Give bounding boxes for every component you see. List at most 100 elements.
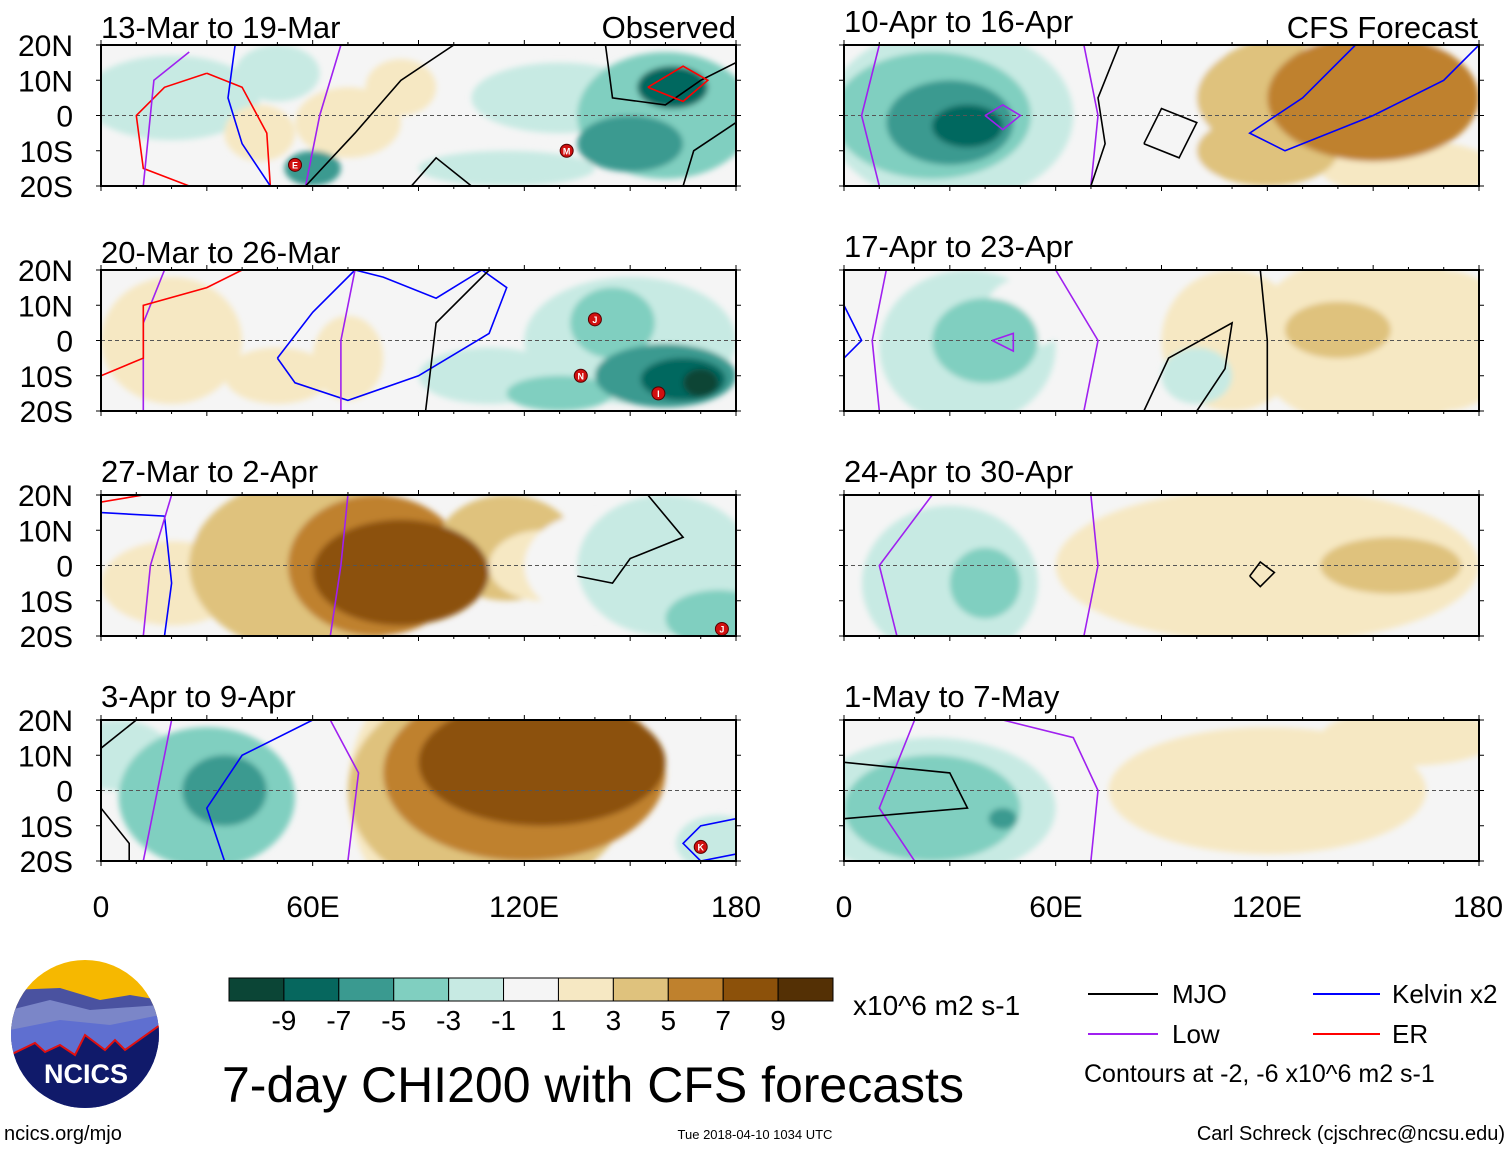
lat-label: 20N (18, 705, 73, 738)
mjo-contour (101, 807, 130, 861)
lat-label: 20N (18, 30, 73, 63)
cyclone-label: E (292, 160, 298, 170)
low-contour (329, 495, 349, 636)
er-contour (101, 270, 243, 377)
anomaly-region (365, 59, 437, 116)
anomaly-region (235, 45, 320, 102)
low-contour (1083, 495, 1099, 636)
colorbar-tick-label: -9 (271, 1005, 296, 1036)
anomaly-region (312, 519, 490, 626)
footer-url[interactable]: ncics.org/mjo (4, 1123, 122, 1145)
lat-label: 20N (18, 255, 73, 288)
low-contour (329, 720, 360, 861)
mjo-contour (1259, 270, 1269, 411)
panel-title: 27-Mar to 2-Apr (101, 454, 318, 489)
cyclone-label: I (657, 389, 660, 399)
colorbar-tick-label: 3 (606, 1005, 622, 1036)
colorbar-tick-label: 9 (770, 1005, 786, 1036)
lat-label: 10S (20, 586, 73, 619)
low-contour (984, 103, 1022, 131)
lat-label: 10S (20, 811, 73, 844)
map-panel (839, 265, 1484, 416)
anomaly-region (224, 347, 331, 404)
mjo-contour (604, 45, 736, 106)
cyclone-label: N (578, 371, 585, 381)
anomaly-region (949, 547, 1021, 619)
mjo-contour (1249, 560, 1276, 588)
map-panel (839, 490, 1484, 641)
longitude-labels-left: 0 60E 120E 180 (93, 891, 761, 924)
colorbar-units: x10^6 m2 s-1 (853, 990, 1020, 1021)
cyclone-label: M (563, 146, 571, 156)
lat-label: 10N (18, 740, 73, 773)
lon-label: 180 (1453, 891, 1503, 924)
er-contour (135, 72, 272, 186)
mjo-contour (844, 761, 969, 820)
colorbar-tick-label: -3 (436, 1005, 461, 1036)
low-contour (878, 495, 933, 636)
lon-label: 180 (711, 891, 761, 924)
legend: MJO Kelvin x2 Low ER Contours at -2, -6 … (1084, 979, 1498, 1088)
cyclone-label: J (592, 315, 597, 325)
colorbar-swatch (557, 977, 614, 1002)
observed-tag: Observed (602, 10, 736, 45)
lon-label: 60E (286, 891, 339, 924)
colorbar-swatch (667, 977, 724, 1002)
cyclone-marker (288, 157, 303, 172)
anomaly-region (988, 808, 1017, 830)
footer-timestamp: Tue 2018-04-10 1034 UTC (678, 1127, 833, 1142)
er-contour (101, 495, 144, 503)
mjo-contour (1090, 45, 1120, 186)
lat-label: 10S (20, 136, 73, 169)
tropical-cyclone-icon: E (288, 157, 303, 172)
colorbar-swatch (338, 977, 395, 1002)
cyclone-label: K (697, 842, 704, 852)
anomaly-region (1284, 301, 1391, 359)
colorbar: -9 -7 -5 -3 -1 1 3 5 7 9 (228, 977, 834, 1036)
anomaly-region (312, 315, 384, 401)
anomaly-region (418, 720, 666, 826)
cyclone-marker (693, 839, 708, 854)
lat-label: 20N (18, 480, 73, 513)
lat-label: 20S (20, 171, 73, 204)
low-contour (304, 45, 342, 186)
anomaly-region (1267, 45, 1479, 162)
low-contour (991, 332, 1015, 353)
forecast-tag: CFS Forecast (1287, 10, 1479, 45)
lon-label: 120E (489, 891, 559, 924)
legend-er-label: ER (1392, 1019, 1428, 1049)
lon-label: 120E (1232, 891, 1302, 924)
colorbar-swatch (722, 977, 779, 1002)
kelvin-contour (276, 270, 508, 402)
tropical-cyclone-icon: J (714, 621, 729, 636)
anomaly-region (683, 368, 719, 397)
kelvin-contour (844, 304, 863, 359)
mjo-contour (577, 495, 685, 584)
tropical-cyclone-icon: N (573, 368, 588, 383)
anomaly-region (665, 590, 736, 636)
cyclone-marker (559, 143, 574, 158)
map-panel: J (96, 490, 741, 641)
kelvin-contour (205, 720, 314, 861)
mjo-contour (1143, 107, 1198, 159)
colorbar-swatch (228, 977, 285, 1002)
logo-text: NCICS (44, 1059, 128, 1089)
colorbar-tick-label: 1 (551, 1005, 567, 1036)
colorbar-swatch (393, 977, 450, 1002)
lat-label: 0 (56, 551, 73, 584)
colorbar-swatch (503, 977, 559, 1002)
low-contour (142, 495, 173, 636)
mjo-contour (305, 45, 455, 186)
colorbar-swatch (283, 977, 340, 1002)
anomaly-region (577, 115, 684, 172)
tropical-cyclone-icon: K (693, 839, 708, 854)
lon-label: 0 (836, 891, 853, 924)
tropical-cyclone-icon: M (559, 143, 574, 158)
longitude-labels-right: 0 60E 120E 180 (836, 891, 1503, 924)
low-contour (340, 270, 356, 411)
map-panel: K (96, 715, 741, 866)
ncics-logo: NCICS (11, 960, 159, 1108)
panel-title: 20-Mar to 26-Mar (101, 235, 340, 270)
panel-title: 17-Apr to 23-Apr (844, 229, 1073, 264)
anomaly-region (224, 104, 296, 162)
